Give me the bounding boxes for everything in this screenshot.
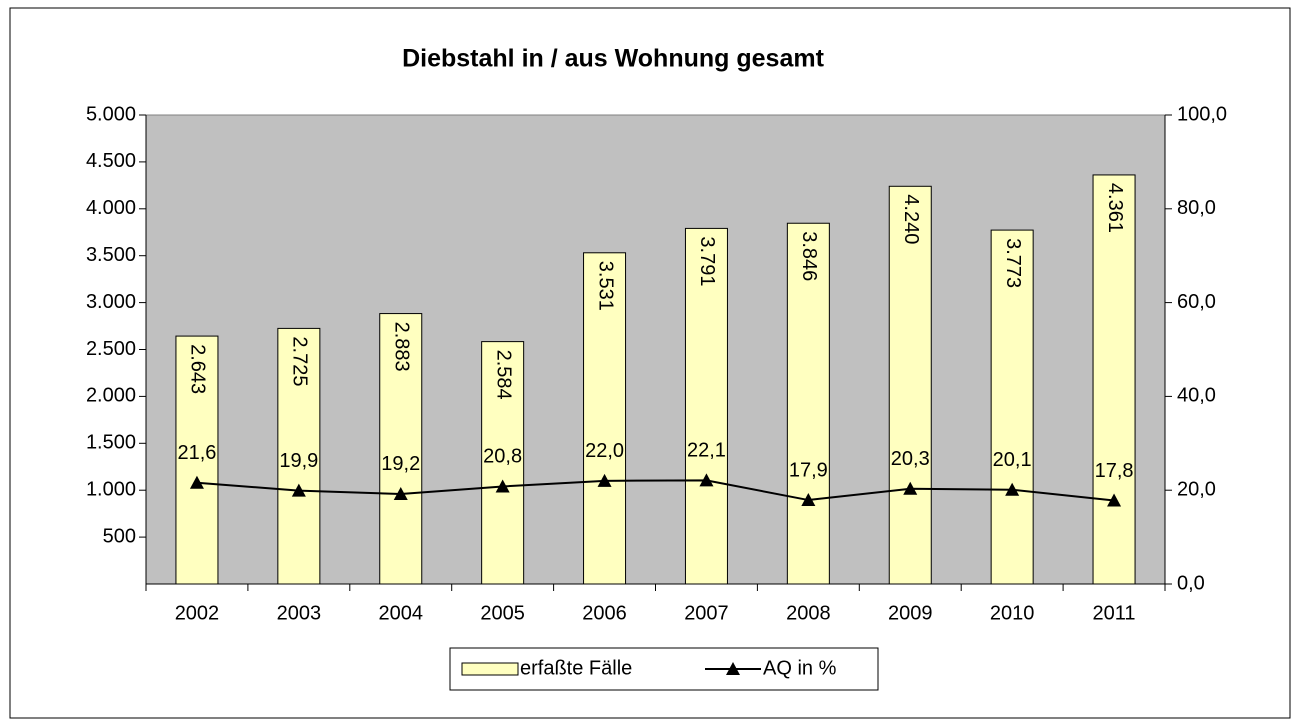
- line-label: 22,0: [585, 440, 624, 462]
- line-marker: [903, 481, 918, 495]
- line-marker: [495, 479, 510, 493]
- y-tick-label: 500: [103, 525, 136, 547]
- bar: [990, 229, 1034, 585]
- legend-swatch: [461, 662, 519, 676]
- bar-label: 4.361: [1104, 183, 1126, 233]
- y-tick-label: 4.500: [86, 150, 136, 172]
- line-marker: [699, 473, 714, 487]
- y2-tick-label: 80,0: [1177, 197, 1216, 219]
- x-tick-label: 2005: [480, 602, 525, 624]
- legend-box: [449, 647, 879, 691]
- x-tick-label: 2004: [379, 602, 424, 624]
- line-marker: [1005, 482, 1020, 496]
- line-marker: [597, 473, 612, 487]
- line-marker: [1107, 493, 1122, 507]
- bar-label: 4.240: [900, 194, 922, 244]
- line-label: 20,3: [891, 448, 930, 470]
- x-tick-label: 2011: [1093, 602, 1136, 624]
- y-tick-label: 1.500: [86, 432, 136, 454]
- y-tick-label: 3.500: [86, 244, 136, 266]
- bar: [277, 327, 321, 585]
- legend-label: AQ in %: [763, 657, 837, 679]
- bar-label: 2.584: [492, 350, 514, 400]
- y-tick-label: 2.000: [86, 385, 136, 407]
- bar: [786, 222, 830, 585]
- line: [196, 479, 1115, 502]
- x-tick-label: 2010: [990, 602, 1035, 624]
- chart-title: Diebstahl in / aus Wohnung gesamt: [402, 45, 824, 73]
- bar: [888, 185, 932, 585]
- x-tick-label: 2009: [888, 602, 933, 624]
- y2-tick-label: 0,0: [1177, 572, 1205, 594]
- line-marker: [801, 493, 816, 507]
- bar: [684, 227, 728, 585]
- line-label: 20,8: [483, 446, 522, 468]
- bar-label: 3.846: [798, 231, 820, 281]
- bar: [1092, 174, 1136, 585]
- line-label: 21,6: [177, 442, 216, 464]
- bar-label: 2.725: [289, 336, 311, 386]
- y2-tick-label: 100,0: [1177, 103, 1227, 125]
- line-label: 19,2: [381, 453, 420, 475]
- y2-tick-label: 60,0: [1177, 291, 1216, 313]
- y-tick-label: 1.000: [86, 478, 136, 500]
- line-marker: [393, 486, 408, 500]
- line-label: 17,9: [789, 459, 828, 481]
- legend-label: erfaßte Fälle: [520, 657, 632, 679]
- x-tick-label: 2008: [786, 602, 831, 624]
- x-tick-label: 2002: [175, 602, 220, 624]
- x-tick-label: 2003: [277, 602, 322, 624]
- y-tick-label: 3.000: [86, 291, 136, 313]
- bar: [175, 335, 219, 585]
- line-label: 17,8: [1095, 460, 1134, 482]
- line-marker: [189, 475, 204, 489]
- bar-label: 3.791: [696, 236, 718, 286]
- bar: [583, 252, 627, 585]
- line-marker: [291, 483, 306, 497]
- line-label: 22,1: [687, 440, 726, 462]
- y-tick-label: 5.000: [86, 103, 136, 125]
- line-label: 19,9: [279, 450, 318, 472]
- x-tick-label: 2006: [582, 602, 627, 624]
- y-tick-label: 4.000: [86, 197, 136, 219]
- legend-marker: [726, 662, 740, 675]
- bar: [481, 341, 525, 585]
- y-tick-label: 2.500: [86, 338, 136, 360]
- bar-label: 3.773: [1002, 238, 1024, 288]
- y2-tick-label: 20,0: [1177, 478, 1216, 500]
- x-tick-label: 2007: [684, 602, 729, 624]
- bar-label: 2.883: [390, 322, 412, 372]
- line-label: 20,1: [993, 449, 1032, 471]
- y2-tick-label: 40,0: [1177, 385, 1216, 407]
- bar: [379, 313, 423, 585]
- bar-label: 2.643: [187, 344, 209, 394]
- bar-label: 3.531: [594, 261, 616, 311]
